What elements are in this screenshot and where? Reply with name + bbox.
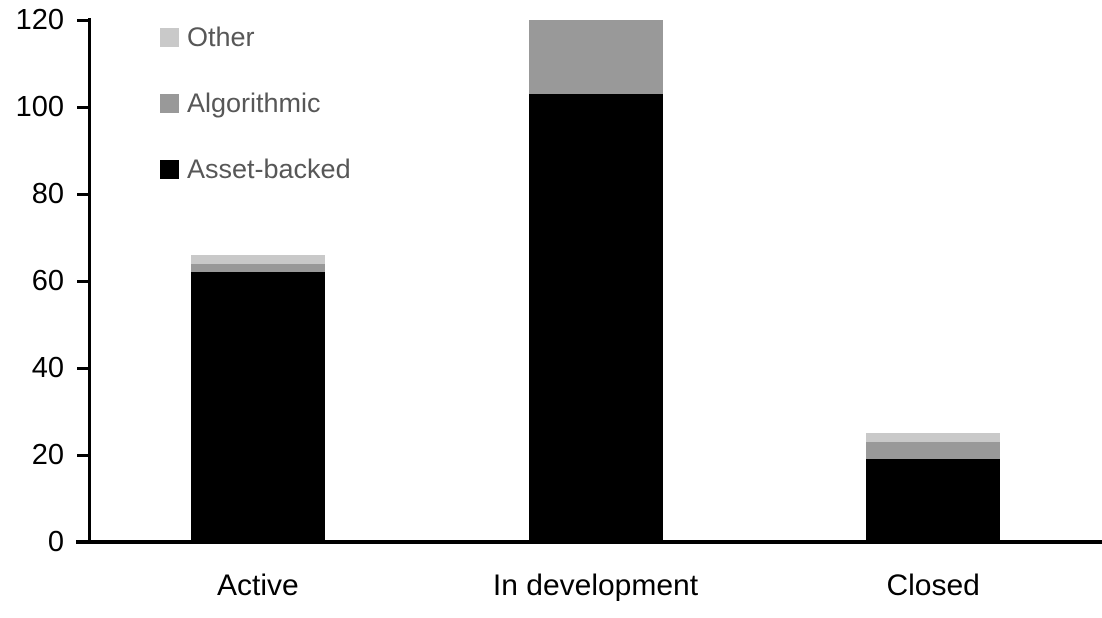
legend-item-algorithmic: Algorithmic: [160, 88, 321, 118]
y-axis-tick: [77, 366, 89, 370]
legend-item-asset-backed: Asset-backed: [160, 154, 351, 184]
bar-segment-other-active: [190, 254, 325, 264]
bar-segment-algorithmic-closed: [866, 441, 1001, 460]
legend-swatch-icon: [160, 27, 179, 47]
y-axis-tick: [77, 105, 89, 109]
legend-label: Asset-backed: [187, 154, 351, 184]
legend-label: Other: [187, 22, 255, 52]
y-axis-tick: [77, 453, 89, 457]
bar-segment-asset-backed-active: [190, 272, 325, 542]
y-tick-label: 40: [31, 352, 64, 384]
bar-segment-other-closed: [866, 433, 1001, 442]
y-tick-label: 120: [15, 4, 64, 36]
bar-segment-asset-backed-in-development: [528, 93, 663, 542]
y-tick-label: 60: [31, 265, 64, 297]
legend-swatch-icon: [160, 159, 179, 179]
bar-segment-algorithmic-in-development: [528, 20, 663, 94]
x-category-label: Closed: [886, 569, 980, 602]
y-axis-tick: [77, 18, 89, 22]
y-axis-tick: [77, 279, 89, 283]
y-axis-tick: [77, 192, 89, 196]
legend-label: Algorithmic: [187, 88, 321, 118]
y-tick-label: 80: [31, 178, 64, 210]
y-axis-line: [88, 18, 91, 544]
bar-segment-asset-backed-closed: [866, 459, 1001, 542]
y-tick-label: 0: [47, 526, 64, 558]
x-axis-line: [76, 540, 1102, 544]
legend-swatch-icon: [160, 93, 179, 113]
x-category-label: In development: [492, 569, 699, 602]
bar-segment-algorithmic-active: [190, 263, 325, 273]
legend-item-other: Other: [160, 22, 255, 52]
x-category-label: Active: [216, 569, 299, 602]
y-tick-label: 100: [15, 91, 64, 123]
y-tick-label: 20: [31, 439, 64, 471]
